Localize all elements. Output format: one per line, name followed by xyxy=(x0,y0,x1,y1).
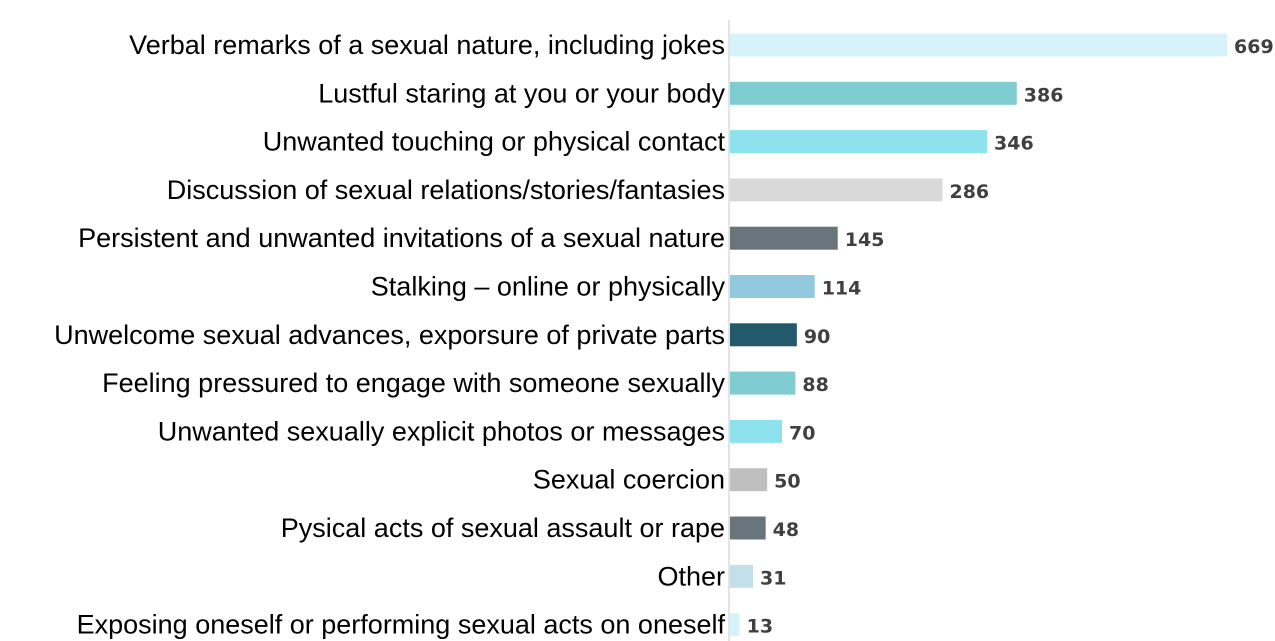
bar xyxy=(730,564,754,588)
data-label: 70 xyxy=(789,422,815,444)
bar xyxy=(730,419,783,443)
category-label: Pysical acts of sexual assault or rape xyxy=(281,513,725,543)
bar xyxy=(730,130,988,154)
bar xyxy=(730,323,797,347)
data-label: 48 xyxy=(773,519,799,541)
data-label: 286 xyxy=(949,181,989,203)
category-label: Exposing oneself or performing sexual ac… xyxy=(77,610,726,640)
category-label: Verbal remarks of a sexual nature, inclu… xyxy=(129,30,725,60)
bar xyxy=(730,226,838,250)
data-label: 145 xyxy=(845,229,885,251)
category-label: Lustful staring at you or your body xyxy=(318,78,725,108)
category-label: Persistent and unwanted invitations of a… xyxy=(78,223,725,253)
category-label: Feeling pressured to engage with someone… xyxy=(102,368,725,398)
category-label: Unwanted sexually explicit photos or mes… xyxy=(158,416,725,446)
category-label: Unwelcome sexual advances, exporsure of … xyxy=(54,320,725,350)
data-label: 386 xyxy=(1024,84,1064,106)
bar xyxy=(730,178,943,202)
category-label: Other xyxy=(657,561,725,591)
bar xyxy=(730,468,768,492)
category-label: Discussion of sexual relations/stories/f… xyxy=(167,175,725,205)
category-label: Stalking – online or physically xyxy=(371,272,726,302)
data-label: 114 xyxy=(822,278,862,300)
category-label: Unwanted touching or physical contact xyxy=(263,127,726,157)
bars-group: Verbal remarks of a sexual nature, inclu… xyxy=(54,30,1274,640)
data-label: 90 xyxy=(804,326,830,348)
data-label: 346 xyxy=(994,133,1034,155)
data-label: 88 xyxy=(802,374,828,396)
data-label: 50 xyxy=(774,471,800,493)
bar xyxy=(730,275,815,298)
data-label: 669 xyxy=(1234,36,1274,58)
bar xyxy=(730,613,740,637)
bar xyxy=(730,516,766,540)
data-label: 13 xyxy=(747,616,773,638)
bar xyxy=(730,371,796,395)
bar xyxy=(730,81,1017,105)
bar xyxy=(730,33,1227,57)
category-label: Sexual coercion xyxy=(533,465,725,495)
data-label: 31 xyxy=(760,567,786,589)
